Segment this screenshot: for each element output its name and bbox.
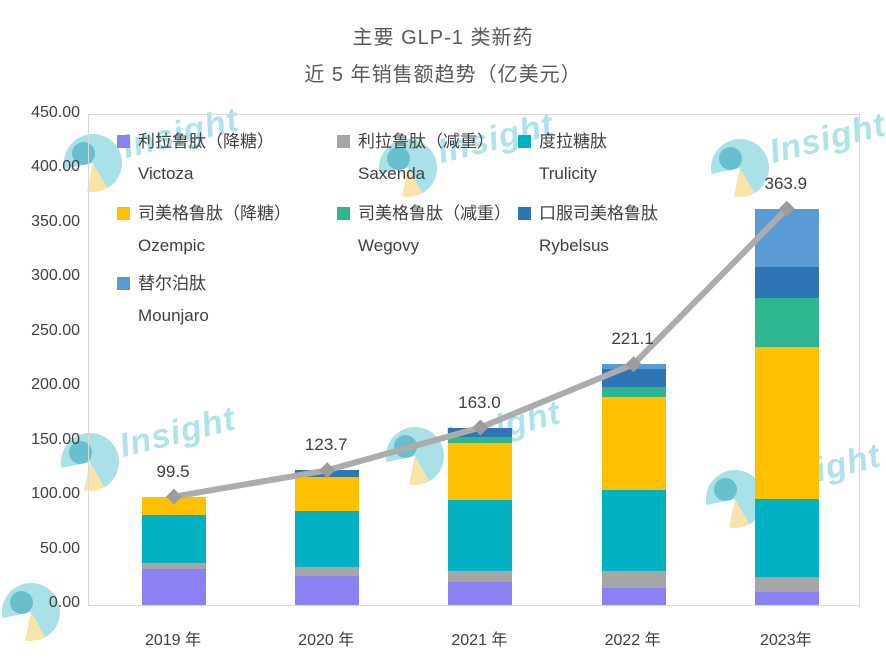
- chart-title-line1: 主要 GLP-1 类新药: [352, 27, 534, 49]
- legend-label-cn: 司美格鲁肽（降糖）: [138, 204, 291, 223]
- legend-swatch-saxenda: [337, 135, 350, 148]
- y-tick-100: 100.00: [31, 485, 80, 503]
- bar-segment-trulicity-2023: [754, 499, 819, 577]
- total-label-2023: 363.9: [764, 173, 808, 193]
- y-tick-150: 150.00: [31, 430, 80, 448]
- legend-item-rybelsus: 口服司美格鲁肽 Rybelsus: [518, 202, 658, 257]
- legend-item-wegovy: 司美格鲁肽（减重） Wegovy: [337, 202, 511, 257]
- legend-item-trulicity: 度拉糖肽 Trulicity: [518, 130, 607, 185]
- bar-segment-saxenda-2019: [142, 562, 206, 570]
- x-tick-2021: 2021 年: [451, 632, 508, 649]
- bar-segment-wegovy-2021: [448, 437, 513, 443]
- bar-segment-trulicity-2022: [601, 490, 666, 572]
- total-label-2020: 123.7: [304, 435, 348, 455]
- bar-segment-trulicity-2019: [142, 514, 206, 563]
- legend-label-cn: 度拉糖肽: [539, 132, 607, 151]
- legend-label-en: Rybelsus: [539, 236, 609, 255]
- bar-segment-mounjaro-2023: [754, 208, 819, 268]
- y-tick-0: 0.00: [48, 594, 80, 611]
- total-trend-line: [166, 200, 795, 505]
- total-label-2022: 221.1: [611, 329, 654, 349]
- x-tick-2022: 2022 年: [604, 632, 661, 649]
- line-marker-2022: [625, 356, 642, 373]
- bar-segment-ozempic-2020: [295, 476, 360, 512]
- legend-label-en: Wegovy: [358, 236, 420, 255]
- y-tick-300: 300.00: [31, 267, 80, 285]
- legend-label-mounjaro: 替尔泊肽 Mounjaro: [138, 272, 209, 327]
- legend-item-victoza: 利拉鲁肽（降糖） Victoza: [117, 130, 274, 185]
- bar-segment-victoza-2022: [601, 587, 666, 605]
- bar-segment-ozempic-2021: [448, 442, 513, 501]
- total-label-2021: 163.0: [458, 392, 501, 412]
- bar-segment-saxenda-2022: [601, 571, 666, 588]
- bar-segment-trulicity-2021: [448, 500, 513, 572]
- legend-label-cn: 口服司美格鲁肽: [539, 204, 658, 223]
- bar-segment-victoza-2020: [295, 575, 360, 605]
- y-tick-50: 50.00: [39, 539, 80, 557]
- bar-segment-ozempic-2019: [142, 496, 206, 515]
- legend-label-cn: 利拉鲁肽（降糖）: [138, 132, 274, 151]
- bar-segment-wegovy-2023: [754, 297, 819, 347]
- legend-item-saxenda: 利拉鲁肽（减重） Saxenda: [337, 130, 494, 185]
- legend-label-saxenda: 利拉鲁肽（减重） Saxenda: [358, 130, 494, 185]
- line-marker-2020: [319, 462, 336, 479]
- bar-segment-saxenda-2023: [754, 576, 819, 592]
- legend-swatch-rybelsus: [518, 207, 531, 220]
- legend-label-en: Victoza: [138, 164, 194, 183]
- bar-segment-victoza-2023: [754, 591, 819, 605]
- y-tick-350: 350.00: [31, 212, 80, 230]
- x-tick-2023: 2023年: [759, 632, 812, 649]
- plot-area: [88, 114, 860, 606]
- bar-segment-rybelsus-2023: [754, 267, 819, 298]
- legend-label-ozempic: 司美格鲁肽（降糖） Ozempic: [138, 202, 291, 257]
- legend-label-rybelsus: 口服司美格鲁肽 Rybelsus: [539, 202, 658, 257]
- legend-label-cn: 利拉鲁肽（减重）: [358, 132, 494, 151]
- y-tick-450: 450.00: [31, 104, 80, 121]
- line-marker-2023: [778, 200, 795, 217]
- legend-swatch-mounjaro: [117, 277, 130, 290]
- insight-watermark: [2, 583, 60, 641]
- legend-label-cn: 替尔泊肽: [138, 274, 206, 293]
- bar-segment-trulicity-2020: [295, 511, 360, 567]
- x-tick-2019: 2019 年: [144, 632, 202, 649]
- legend-label-victoza: 利拉鲁肽（降糖） Victoza: [138, 130, 274, 185]
- bar-segment-ozempic-2022: [601, 396, 666, 491]
- line-marker-2019: [166, 488, 182, 505]
- bar-segment-victoza-2019: [142, 569, 206, 605]
- legend-swatch-wegovy: [337, 207, 350, 220]
- bar-segment-saxenda-2021: [448, 571, 513, 583]
- y-tick-200: 200.00: [31, 376, 80, 394]
- bar-segment-wegovy-2022: [601, 386, 666, 397]
- legend-label-en: Trulicity: [539, 164, 597, 183]
- total-label-2019: 99.5: [156, 461, 190, 481]
- bar-segment-victoza-2021: [448, 582, 513, 605]
- y-tick-250: 250.00: [31, 321, 80, 339]
- insight-logo-icon: [2, 583, 60, 641]
- legend-label-cn: 司美格鲁肽（减重）: [358, 204, 511, 223]
- legend-label-en: Mounjaro: [138, 306, 209, 325]
- legend-swatch-ozempic: [117, 207, 130, 220]
- legend-label-wegovy: 司美格鲁肽（减重） Wegovy: [358, 202, 511, 257]
- legend-item-ozempic: 司美格鲁肽（降糖） Ozempic: [117, 202, 291, 257]
- legend-label-en: Saxenda: [358, 164, 426, 183]
- chart-title: 主要 GLP-1 类新药 近 5 年销售额趋势（亿美元）: [0, 20, 886, 94]
- legend-label-en: Ozempic: [138, 236, 206, 255]
- legend-swatch-victoza: [117, 135, 130, 148]
- legend-item-mounjaro: 替尔泊肽 Mounjaro: [117, 272, 209, 327]
- legend-swatch-trulicity: [518, 135, 531, 148]
- chart-title-line2: 近 5 年销售额趋势（亿美元）: [304, 64, 582, 86]
- x-tick-2020: 2020 年: [298, 632, 355, 649]
- bar-segment-ozempic-2023: [754, 346, 819, 500]
- y-tick-400: 400.00: [31, 158, 80, 176]
- line-marker-2021: [472, 419, 489, 436]
- bar-segment-saxenda-2020: [295, 566, 360, 576]
- legend-label-trulicity: 度拉糖肽 Trulicity: [539, 130, 607, 185]
